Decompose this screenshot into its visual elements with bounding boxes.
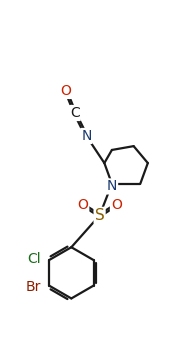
Text: N: N — [81, 129, 91, 143]
Text: C: C — [70, 106, 80, 120]
Text: N: N — [107, 180, 117, 193]
Text: S: S — [95, 208, 104, 223]
Text: O: O — [77, 198, 88, 212]
Text: Br: Br — [26, 281, 41, 294]
Text: O: O — [111, 198, 122, 212]
Text: Cl: Cl — [28, 252, 41, 266]
Text: O: O — [61, 84, 72, 98]
